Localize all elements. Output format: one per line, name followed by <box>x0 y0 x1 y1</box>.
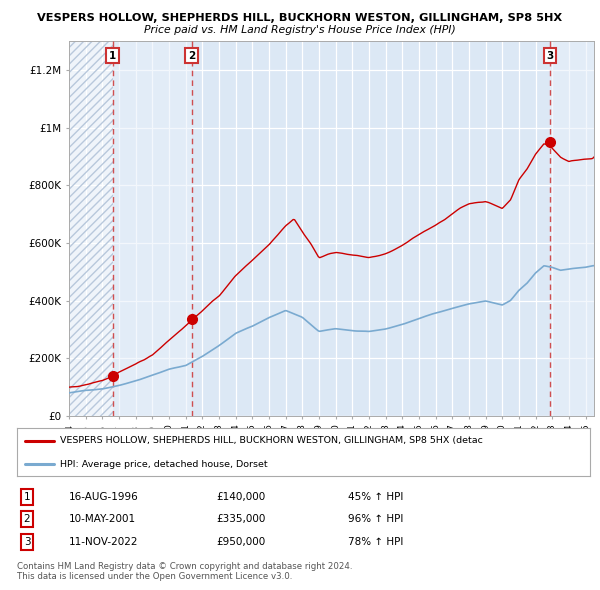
Bar <box>69 41 113 416</box>
Text: £140,000: £140,000 <box>216 492 265 502</box>
Bar <box>113 41 191 416</box>
Text: 16-AUG-1996: 16-AUG-1996 <box>69 492 139 502</box>
Text: 3: 3 <box>23 537 31 546</box>
Text: 45% ↑ HPI: 45% ↑ HPI <box>348 492 403 502</box>
Text: Price paid vs. HM Land Registry's House Price Index (HPI): Price paid vs. HM Land Registry's House … <box>144 25 456 35</box>
Bar <box>69 41 113 416</box>
Text: 2: 2 <box>23 514 31 524</box>
Text: 78% ↑ HPI: 78% ↑ HPI <box>348 537 403 546</box>
Text: HPI: Average price, detached house, Dorset: HPI: Average price, detached house, Dors… <box>60 460 268 468</box>
Text: 11-NOV-2022: 11-NOV-2022 <box>69 537 139 546</box>
Bar <box>550 41 594 416</box>
Text: 3: 3 <box>547 51 554 61</box>
Text: 10-MAY-2001: 10-MAY-2001 <box>69 514 136 524</box>
Text: Contains HM Land Registry data © Crown copyright and database right 2024.
This d: Contains HM Land Registry data © Crown c… <box>17 562 352 581</box>
Text: £950,000: £950,000 <box>216 537 265 546</box>
Text: 1: 1 <box>109 51 116 61</box>
Text: £335,000: £335,000 <box>216 514 265 524</box>
Text: VESPERS HOLLOW, SHEPHERDS HILL, BUCKHORN WESTON, GILLINGHAM, SP8 5HX (detac: VESPERS HOLLOW, SHEPHERDS HILL, BUCKHORN… <box>60 437 482 445</box>
Text: 1: 1 <box>23 492 31 502</box>
Text: 96% ↑ HPI: 96% ↑ HPI <box>348 514 403 524</box>
Text: 2: 2 <box>188 51 195 61</box>
Text: VESPERS HOLLOW, SHEPHERDS HILL, BUCKHORN WESTON, GILLINGHAM, SP8 5HX: VESPERS HOLLOW, SHEPHERDS HILL, BUCKHORN… <box>37 13 563 23</box>
